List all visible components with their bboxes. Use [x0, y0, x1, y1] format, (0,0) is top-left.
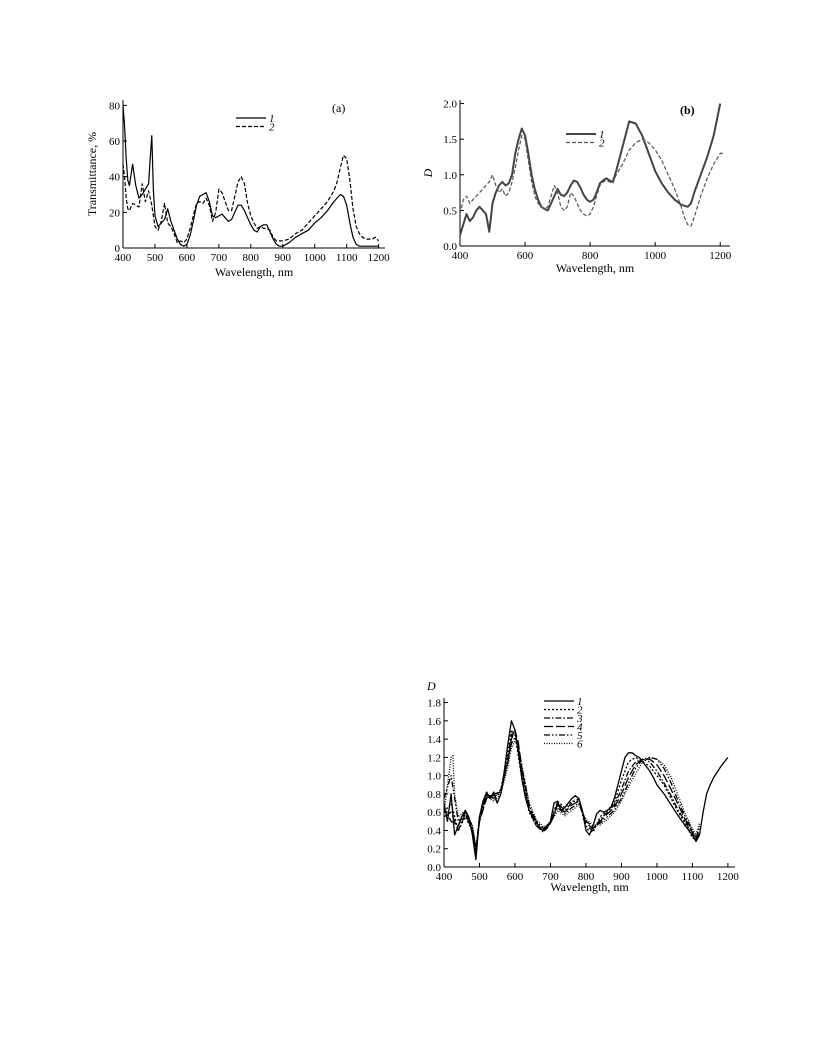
- x-tick-label: 400: [115, 252, 132, 264]
- x-axis-label: Wavelength, nm: [556, 261, 635, 275]
- legend-label-2: 2: [269, 122, 275, 134]
- x-tick-label: 800: [582, 250, 599, 262]
- y-tick-label: 1.0: [443, 170, 457, 182]
- chart-c: 400 500 600 700 800 900 1000 1100 1200 0.0 0.2 0.4 0…: [426, 679, 739, 894]
- x-tick-label: 500: [147, 252, 164, 264]
- y-tick-label: 0: [115, 243, 121, 255]
- y-tick-label: 1.8: [427, 698, 441, 710]
- y-tick-label: 0.6: [427, 807, 441, 819]
- y-tick-label: 0.5: [443, 205, 457, 217]
- x-tick-label: 1200: [368, 252, 391, 264]
- x-tick-label: 400: [452, 250, 469, 262]
- legend-label-1: 1: [577, 696, 583, 708]
- x-tick-label: 900: [275, 252, 292, 264]
- legend-label-5: 5: [577, 730, 583, 742]
- x-tick-label: 1100: [682, 871, 704, 883]
- y-tick-label: 0.2: [427, 844, 441, 856]
- series-line-2: [443, 729, 701, 854]
- series-line-1: [459, 103, 722, 236]
- x-axis-label: Wavelength, nm: [215, 265, 294, 279]
- panel-label: (b): [680, 103, 695, 117]
- x-tick-label: 1000: [644, 250, 667, 262]
- series-line-2: [122, 154, 380, 244]
- chart-b: 400 600 800 1000 1200 0.0 0.5 1.0 1.5 2.0 Waveleng…: [421, 99, 732, 275]
- x-tick-label: 1000: [646, 871, 669, 883]
- series-line-1: [443, 720, 729, 861]
- x-tick-label: 1000: [304, 252, 327, 264]
- y-tick-label: 0.8: [427, 789, 441, 801]
- y-axis-label: D: [421, 168, 435, 178]
- x-tick-label: 400: [436, 871, 453, 883]
- x-tick-label: 1100: [336, 252, 358, 264]
- y-tick-label: 0.0: [427, 862, 441, 874]
- y-tick-label: 1.2: [427, 752, 441, 764]
- x-tick-label: 900: [613, 871, 630, 883]
- y-tick-label: 1.0: [427, 771, 441, 783]
- x-tick-label: 1200: [709, 250, 732, 262]
- y-tick-label: 1.6: [427, 716, 441, 728]
- y-tick-label: 1.5: [443, 134, 457, 146]
- y-axis-label: Transmittance, %: [85, 132, 99, 216]
- series-line-5: [443, 736, 701, 850]
- y-tick-label: 2.0: [443, 99, 457, 111]
- legend-label-2: 2: [577, 705, 583, 717]
- x-tick-label: 700: [211, 252, 228, 264]
- y-tick-label: 40: [109, 172, 121, 184]
- series-line-4: [443, 729, 701, 852]
- y-tick-label: 0.0: [443, 241, 457, 253]
- y-tick-label: 60: [109, 136, 121, 148]
- panel-label: (a): [332, 101, 345, 115]
- series-line-3: [443, 731, 701, 857]
- legend-label-4: 4: [577, 722, 583, 734]
- x-tick-label: 600: [507, 871, 524, 883]
- x-tick-label: 600: [517, 250, 534, 262]
- y-tick-label: 20: [109, 207, 121, 219]
- x-tick-label: 500: [471, 871, 488, 883]
- legend-label-1: 1: [599, 129, 605, 141]
- legend-label-1: 1: [269, 113, 275, 125]
- x-axis-label: Wavelength, nm: [550, 880, 629, 894]
- legend-label-3: 3: [576, 713, 583, 725]
- chart-a: 400 500 600 700 800 900 1000 1100 1200 0 20 40 60 80 W…: [85, 100, 390, 279]
- x-tick-label: 800: [243, 252, 260, 264]
- series-line-1: [122, 105, 379, 247]
- series-line-6: [443, 740, 701, 848]
- y-tick-label: 80: [109, 100, 121, 112]
- legend-label-2: 2: [599, 138, 605, 150]
- y-axis-label: D: [426, 679, 436, 693]
- series-line-2: [459, 135, 724, 227]
- y-tick-label: 0.4: [427, 825, 441, 837]
- legend-label-6: 6: [577, 739, 583, 751]
- x-tick-label: 1200: [717, 871, 740, 883]
- x-tick-label: 600: [179, 252, 196, 264]
- x-tick-label: 800: [578, 871, 595, 883]
- x-tick-label: 700: [542, 871, 559, 883]
- y-tick-label: 1.4: [427, 734, 441, 746]
